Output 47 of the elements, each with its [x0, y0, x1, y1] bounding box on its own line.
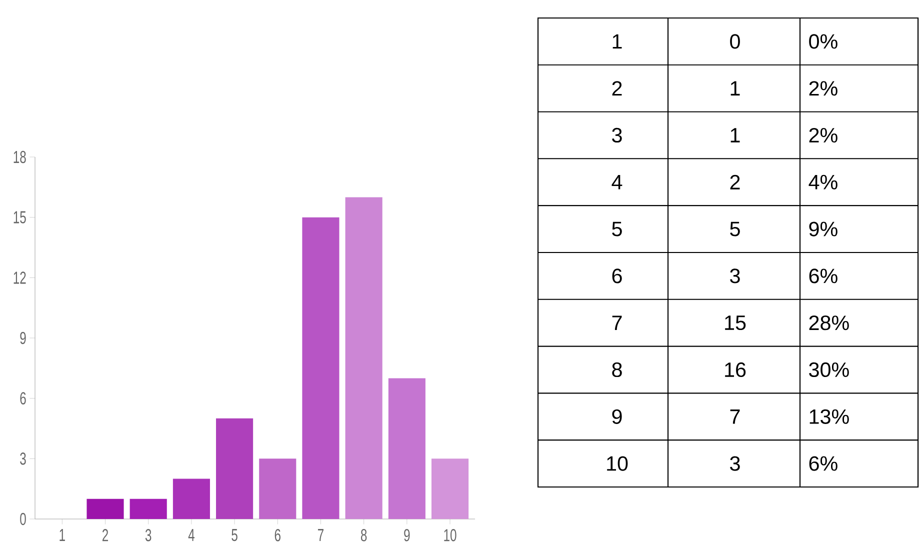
x-tick-label: 8	[360, 529, 367, 542]
text: 9%	[809, 222, 838, 236]
text: 15	[725, 316, 746, 330]
category-label: 9	[612, 409, 622, 424]
text: 3	[730, 268, 740, 284]
category-label: 2	[612, 81, 622, 96]
text: 0%	[809, 34, 838, 49]
text: 0	[730, 34, 740, 49]
y-tick-label: 12	[14, 272, 26, 284]
text: 30%	[809, 362, 849, 378]
x-tick-label: 3	[145, 529, 152, 542]
y-tick-label: 18	[14, 150, 26, 164]
text: 5	[730, 222, 740, 236]
text: 7	[730, 410, 740, 424]
text: 3	[730, 456, 740, 471]
text: 16	[725, 362, 746, 378]
x-tick-label: 4	[188, 529, 194, 541]
y-tick-label: 0	[20, 512, 26, 526]
y-tick-label: 6	[20, 392, 26, 404]
text: 2	[730, 174, 740, 190]
x-tick-label: 10	[444, 529, 456, 542]
text: 28%	[809, 316, 849, 330]
y-tick-label: 3	[20, 452, 26, 465]
category-label: 6	[612, 268, 622, 284]
x-tick-label: 6	[274, 529, 280, 542]
text: 4%	[808, 174, 838, 190]
category-label: 10	[607, 456, 628, 471]
text: 1	[730, 128, 740, 142]
text: 2%	[809, 81, 838, 96]
text: 1	[730, 81, 740, 96]
x-tick-label: 5	[232, 529, 238, 542]
category-label: 5	[612, 222, 622, 236]
y-tick-label: 9	[20, 332, 26, 344]
text: 2%	[809, 128, 838, 143]
x-tick-label: 7	[318, 529, 324, 541]
category-label: 7	[612, 316, 622, 330]
x-tick-label: 2	[102, 529, 108, 542]
x-tick-label: 1	[60, 529, 65, 541]
text: 6%	[809, 456, 838, 471]
text: 13%	[810, 409, 849, 424]
category-label: 4	[612, 175, 622, 190]
category-label: 8	[612, 362, 622, 378]
x-tick-label: 9	[404, 529, 410, 542]
category-label: 1	[612, 34, 622, 49]
category-label: 3	[612, 128, 622, 143]
y-tick-label: 15	[14, 211, 26, 224]
text: 6%	[809, 268, 838, 284]
